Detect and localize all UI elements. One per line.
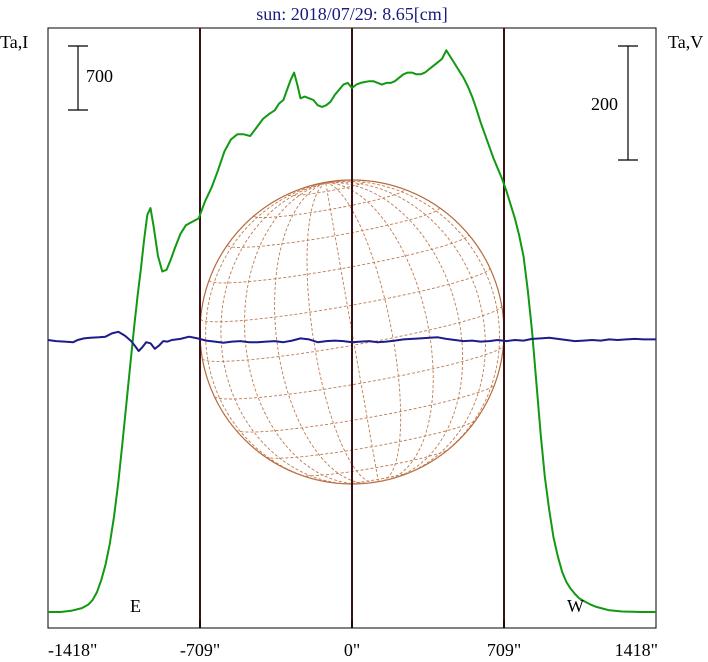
scale-bar-label: 200 xyxy=(591,94,618,114)
limb-label-west: W xyxy=(567,596,584,616)
longitude-line xyxy=(244,182,362,485)
longitude-line xyxy=(205,182,326,483)
right-axis-label: Ta,V xyxy=(668,32,703,52)
scale-bar-label: 700 xyxy=(86,66,113,86)
x-tick-label: 1418" xyxy=(615,640,658,660)
longitude-line xyxy=(306,182,375,483)
latitude-line xyxy=(235,384,496,433)
left-axis-label: Ta,I xyxy=(0,32,28,52)
longitude-line xyxy=(325,182,402,482)
x-tick-label: -1418" xyxy=(48,640,97,660)
longitude-line xyxy=(325,182,464,479)
longitude-line xyxy=(325,181,486,475)
series-group xyxy=(47,49,656,613)
longitude-line xyxy=(325,180,500,464)
latitude-line xyxy=(200,267,491,323)
longitude-line xyxy=(274,182,371,484)
scale-bars: 700 200 xyxy=(68,45,638,161)
x-tick-label: 709" xyxy=(487,640,521,660)
x-axis-ticks: -1418" -709" 0" 709" 1418" xyxy=(47,620,658,660)
limb-label-east: E xyxy=(130,596,141,616)
limb-lines xyxy=(199,28,505,628)
longitude-line xyxy=(325,182,434,481)
x-tick-label: 0" xyxy=(344,640,360,660)
x-tick-label: -709" xyxy=(180,640,220,660)
chart-title: sun: 2018/07/29: 8.65[cm] xyxy=(256,4,448,24)
longitude-line xyxy=(220,182,352,485)
latitude-line xyxy=(300,448,450,477)
series-line-v xyxy=(47,330,656,352)
latitude-line xyxy=(227,207,440,248)
series-line-i xyxy=(48,49,656,613)
solar-disk-grid xyxy=(199,179,505,485)
